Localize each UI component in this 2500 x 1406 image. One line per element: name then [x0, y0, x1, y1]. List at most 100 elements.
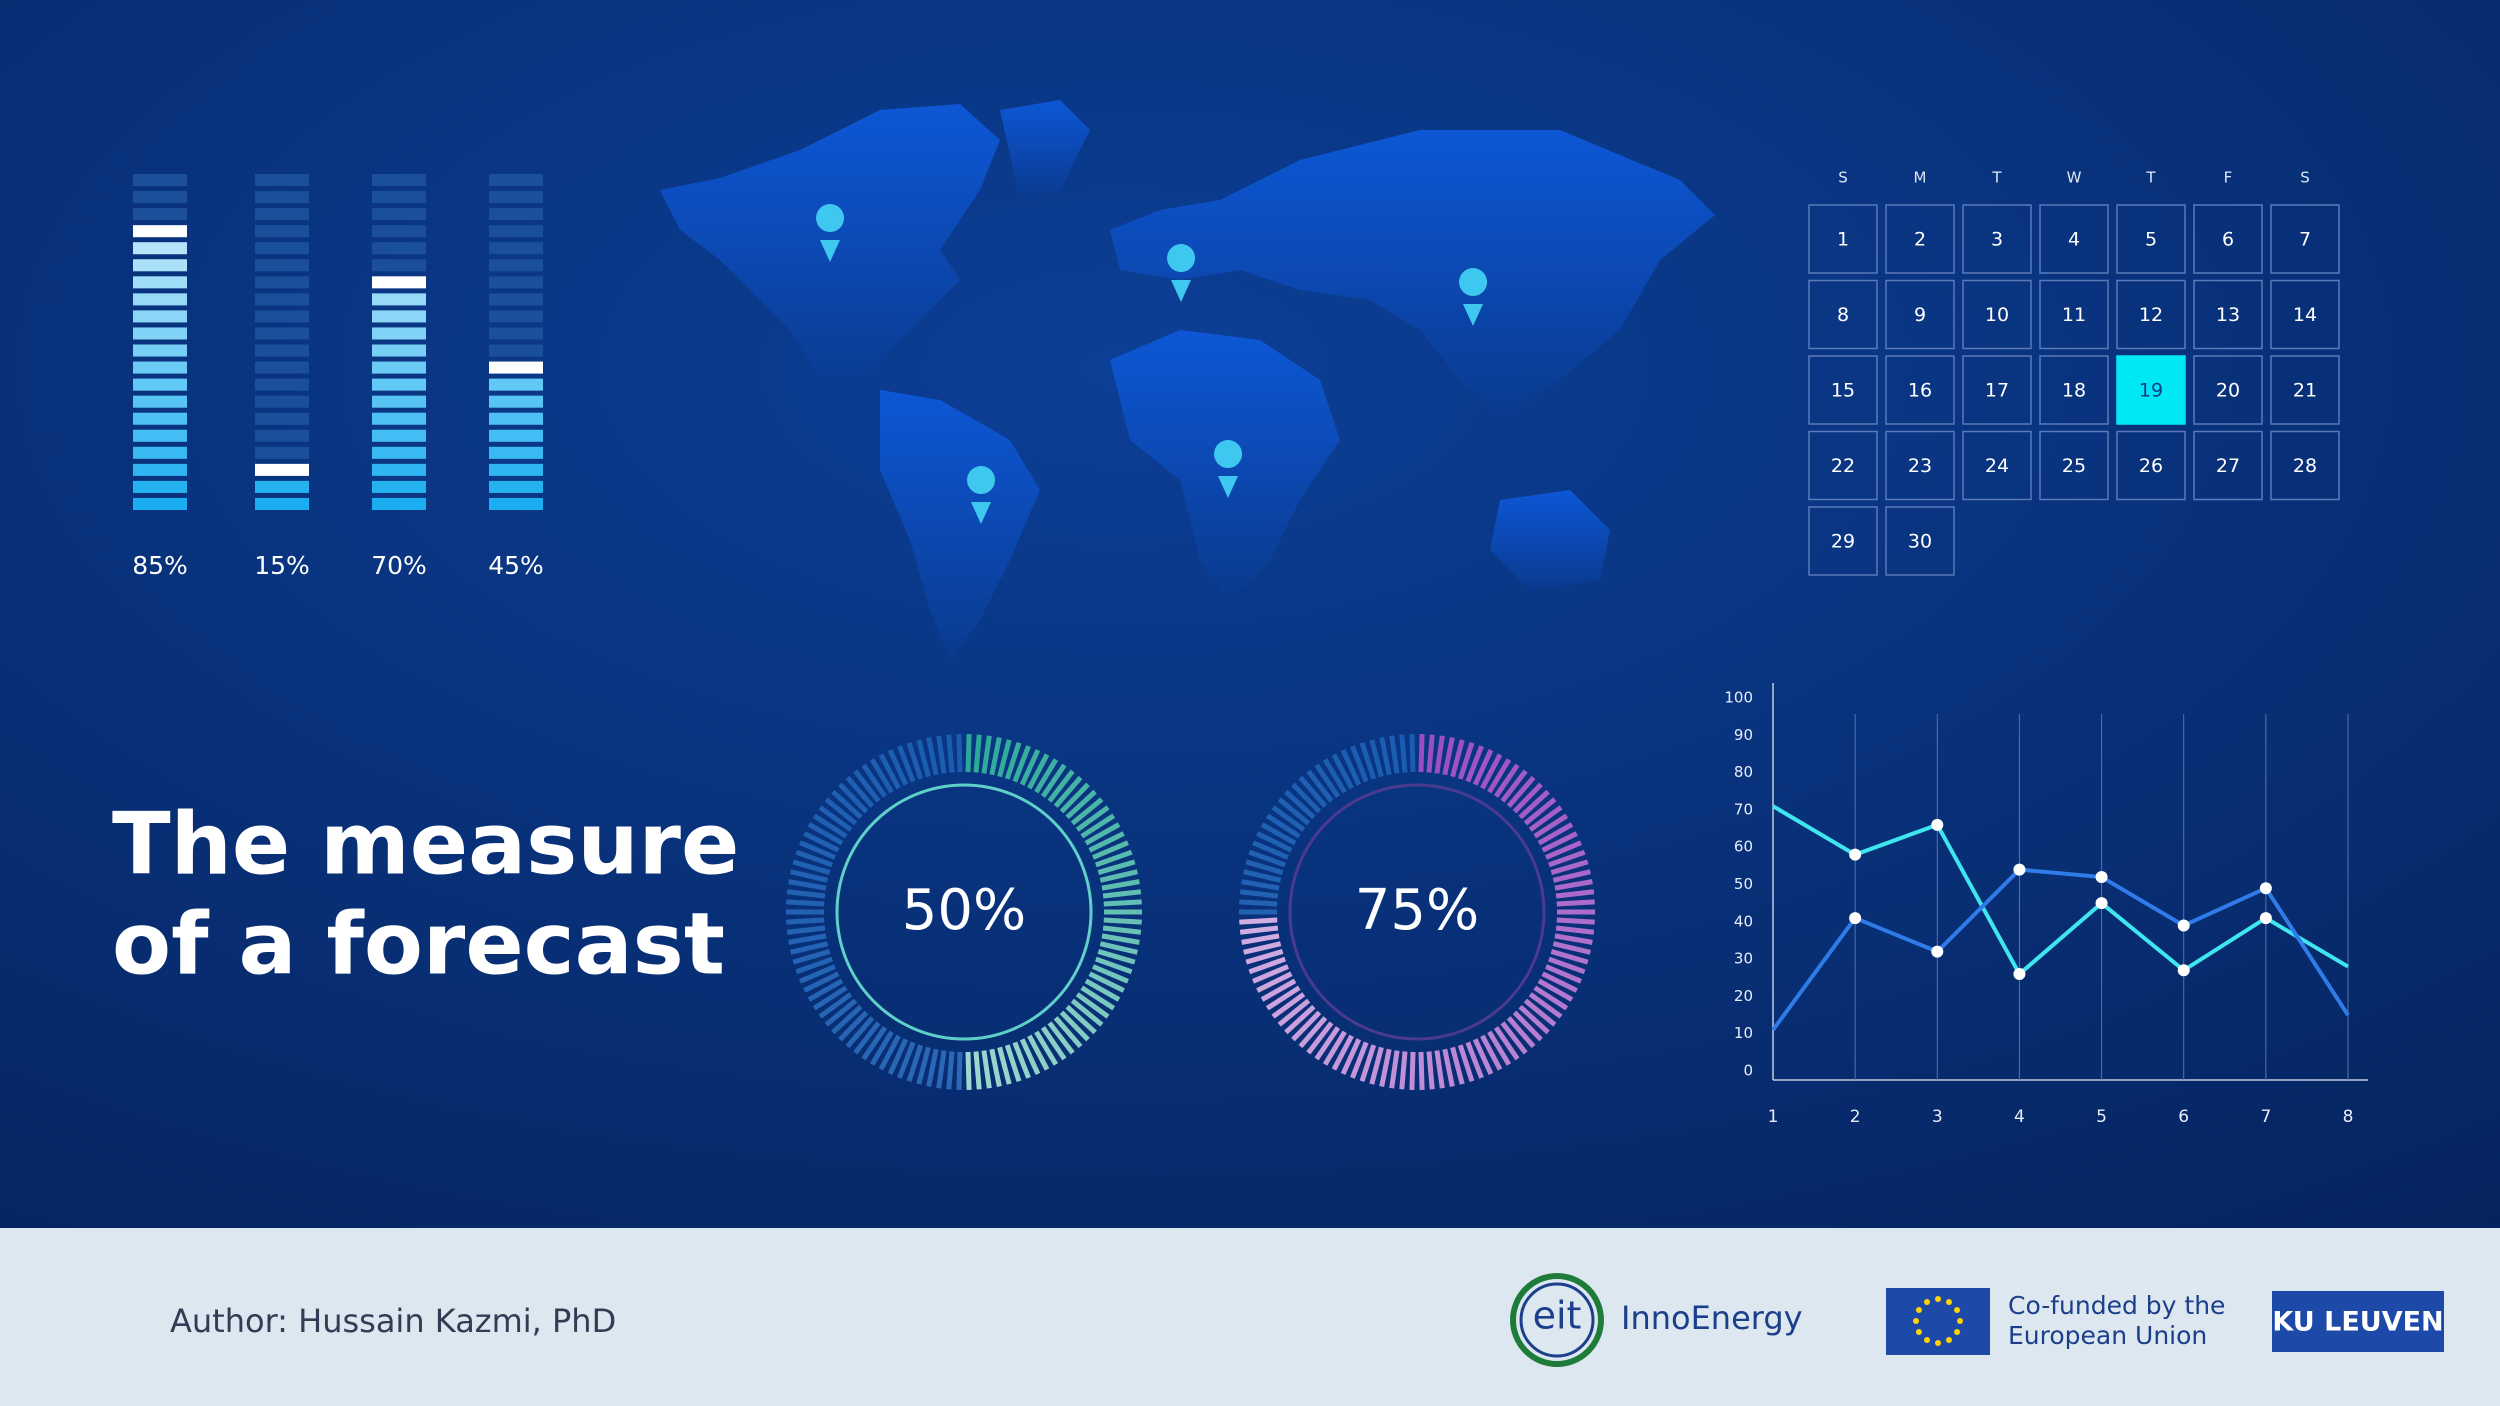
donut-tick [788, 933, 827, 945]
donut-tick [1418, 734, 1425, 773]
donut-tick [1099, 941, 1138, 955]
calendar-day: 7 [2299, 229, 2311, 251]
donut-tick [1518, 1004, 1550, 1035]
calendar-cell [1962, 279, 2032, 350]
donut-tick [1340, 749, 1362, 786]
donut-tick [1512, 1010, 1543, 1042]
donut-tick [1434, 735, 1445, 774]
gauge-segment [372, 361, 426, 374]
line-marker [2177, 919, 2190, 932]
donut-tick [1472, 1038, 1494, 1075]
gauge-segment [133, 429, 187, 442]
gauge-segment [372, 412, 426, 425]
line-marker [2095, 897, 2108, 910]
donut-tick [845, 775, 875, 808]
donut-tick [1040, 763, 1067, 798]
gauge-segment [489, 310, 543, 323]
donut-tick [824, 998, 858, 1027]
title-line: of a forecast [112, 894, 725, 994]
donut-tick [1075, 805, 1110, 832]
gauge-segment [489, 327, 543, 340]
gauge-segment [489, 412, 543, 425]
donut-tick [1291, 782, 1322, 814]
donut-tick [1012, 745, 1031, 783]
donut-tick [1541, 971, 1578, 993]
gauge-segment [255, 242, 309, 255]
gauge-segment [133, 361, 187, 374]
gauge-segment [255, 480, 309, 493]
donut-tick [845, 1016, 875, 1049]
gauge-segment [133, 446, 187, 459]
donut-tick [1500, 1021, 1528, 1055]
donut-tick [1059, 1010, 1090, 1042]
donut-tick [916, 739, 931, 778]
calendar-day: 11 [2062, 304, 2086, 326]
calendar-cell [2116, 430, 2186, 501]
eu-star [1915, 1329, 1922, 1335]
donut-tick [1314, 1026, 1341, 1061]
donut-rest [1239, 734, 1416, 915]
eu-star [1935, 1340, 1941, 1346]
donut-tick [790, 941, 829, 955]
gauge-segment [489, 446, 543, 459]
y-tick-label: 0 [1743, 1062, 1753, 1080]
donut-tick [1091, 964, 1129, 984]
donut-tick [1450, 739, 1465, 778]
line-marker [1849, 912, 1862, 925]
donut-tick [795, 849, 833, 868]
gauge-segment [133, 208, 187, 221]
gauge-segment [133, 191, 187, 204]
eu-star [1913, 1318, 1919, 1324]
donut-tick [1053, 1016, 1083, 1049]
inno-text: InnoEnergy [1621, 1299, 1803, 1337]
calendar-cell [1808, 430, 1878, 501]
donut-tick [1095, 849, 1133, 868]
donut-tick [1019, 749, 1041, 786]
donut-tick [1442, 1048, 1455, 1087]
donut-tick [1350, 1041, 1369, 1079]
donut-tick [1012, 1041, 1031, 1079]
calendar-cell [2116, 204, 2186, 274]
donut-tick [997, 739, 1012, 778]
gauge-segment [372, 208, 426, 221]
donut-tick [878, 1034, 901, 1071]
calendar-cell [2116, 355, 2186, 425]
donut-tick [1239, 917, 1278, 925]
donut-tick [1103, 899, 1142, 907]
calendar-cell [1885, 204, 1955, 274]
eu-star [1935, 1296, 1941, 1302]
line-series [1771, 804, 2350, 978]
donut-tick [989, 737, 1002, 776]
donut-tick [897, 1041, 916, 1079]
donut-progress [1239, 734, 1595, 1090]
donut-tick [1099, 869, 1138, 883]
weekday-label: S [2300, 169, 2310, 187]
donut-tick [1256, 971, 1293, 993]
donut-tick [1053, 775, 1083, 808]
line-marker [2013, 968, 2026, 981]
gauge-segment [255, 276, 309, 289]
calendar-cell [2270, 430, 2340, 501]
donut-tick [803, 831, 840, 853]
gauge-column [133, 174, 187, 510]
gauge-segment [133, 225, 187, 238]
gauge-segment [489, 208, 543, 221]
calendar-day: 19 [2139, 380, 2163, 402]
donut-tick [831, 789, 863, 820]
calendar-cell [2039, 279, 2109, 350]
gauge-segment [133, 327, 187, 340]
donut-tick [1426, 1051, 1435, 1090]
gauge-segment [255, 327, 309, 340]
donut-tick [1548, 849, 1586, 868]
gauge-segment [133, 463, 187, 476]
gauge-segment [372, 344, 426, 357]
calendar-cell [2193, 355, 2263, 425]
donut-tick [1314, 763, 1341, 798]
gauge-segment [255, 293, 309, 306]
gauge-segment [372, 327, 426, 340]
gauge-column [489, 174, 543, 510]
gauge-segment [489, 429, 543, 442]
donut-tick [1556, 917, 1595, 925]
donut-tick [965, 1051, 972, 1090]
donut-tick [1555, 925, 1595, 935]
